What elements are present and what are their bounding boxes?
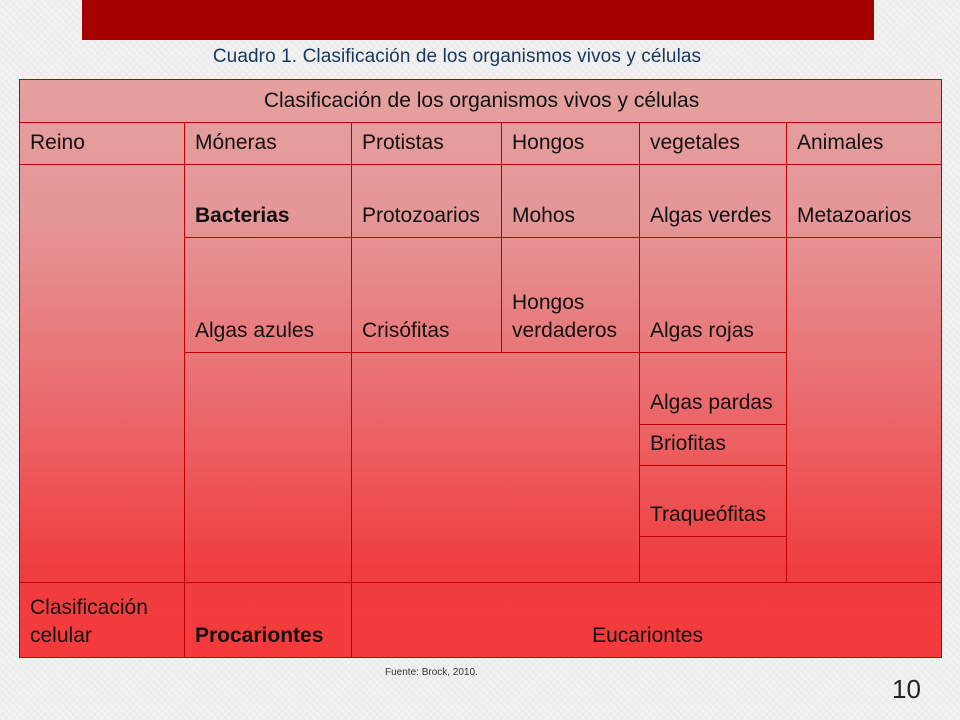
cell-algas-rojas: Algas rojas: [639, 237, 787, 353]
header-moneras: Móneras: [184, 122, 352, 165]
cell-traqueofitas: Traqueófitas: [639, 465, 787, 537]
cell-procariontes: Procariontes: [184, 582, 352, 658]
animales-empty-cell: [785, 237, 943, 583]
cell-eucariontes: Eucariontes: [350, 582, 943, 658]
cell-briofitas: Briofitas: [639, 424, 787, 466]
classification-table-container: Clasificación de los organismos vivos y …: [18, 79, 943, 658]
reino-empty-cell: [19, 164, 185, 583]
cell-bacterias: Bacterias: [184, 164, 352, 238]
vegetales-empty-cell: [639, 536, 787, 583]
table-title: Clasificación de los organismos vivos y …: [18, 79, 943, 123]
cell-hongos-verdaderos: Hongos verdaderos: [501, 237, 640, 353]
cell-algas-azules: Algas azules: [184, 237, 352, 353]
page-number: 10: [892, 674, 921, 704]
cell-metazoarios: Metazoarios: [785, 164, 943, 238]
cell-algas-verdes: Algas verdes: [639, 164, 787, 238]
header-protistas: Protistas: [351, 122, 502, 165]
header-hongos: Hongos: [501, 122, 640, 165]
table-caption: Cuadro 1. Clasificación de los organismo…: [212, 46, 702, 67]
footer-label: Clasificación celular: [19, 582, 185, 658]
cell-algas-pardas: Algas pardas: [639, 352, 787, 425]
classification-table: Clasificación de los organismos vivos y …: [18, 79, 943, 658]
protistas-hongos-empty-cell: [351, 352, 640, 583]
moneras-empty-cell: [184, 352, 352, 583]
top-accent-bar: [82, 0, 874, 40]
header-animales: Animales: [785, 122, 943, 165]
cell-mohos: Mohos: [501, 164, 640, 238]
source-note: Fuente: Brock, 2010.: [385, 667, 478, 678]
cell-crisofitas: Crisófitas: [351, 237, 502, 353]
header-vegetales: vegetales: [639, 122, 787, 165]
header-reino: Reino: [19, 122, 185, 165]
cell-protozoarios: Protozoarios: [351, 164, 502, 238]
